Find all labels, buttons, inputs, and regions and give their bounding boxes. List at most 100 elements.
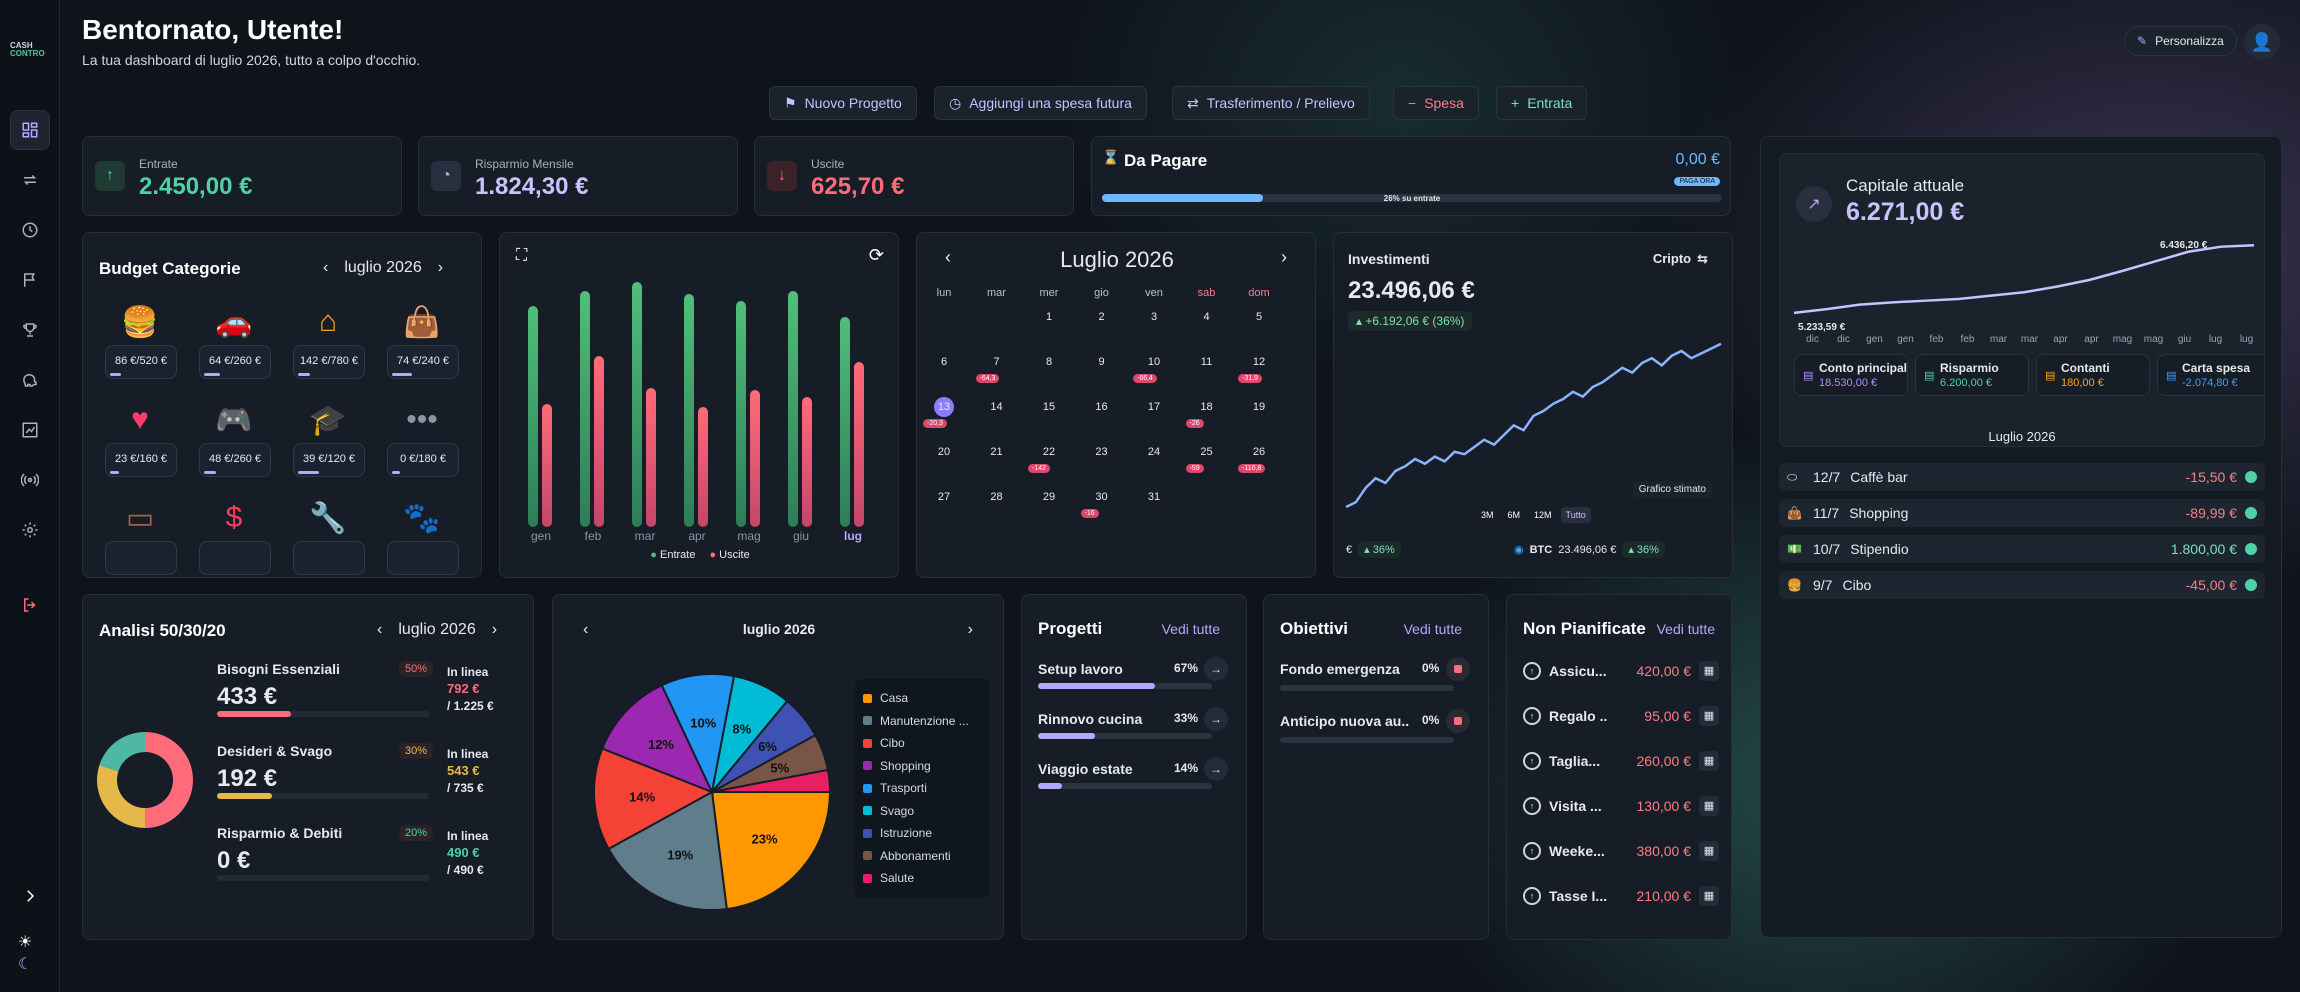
stop-icon[interactable]: [1446, 709, 1470, 733]
budget-item[interactable]: [199, 541, 271, 575]
chevron-right-icon[interactable]: ›: [967, 621, 973, 638]
calendar-day[interactable]: 10: [1147, 356, 1161, 368]
nav-dashboard[interactable]: [10, 110, 50, 150]
budget-item[interactable]: [293, 541, 365, 575]
expenses-card[interactable]: ↓ Uscite 625,70 €: [754, 136, 1074, 216]
nav-settings[interactable]: [10, 510, 50, 550]
calendar-day[interactable]: 4: [1203, 311, 1210, 323]
calendar-icon[interactable]: ▦: [1699, 751, 1719, 771]
budget-item[interactable]: 86 €/520 €: [105, 345, 177, 379]
bar-uscite[interactable]: [750, 390, 760, 527]
legend-item[interactable]: Salute: [863, 867, 981, 890]
chevron-left-icon[interactable]: ‹: [945, 247, 951, 267]
bar-entrate[interactable]: [840, 317, 850, 527]
legend-item[interactable]: Istruzione: [863, 822, 981, 845]
income-card[interactable]: ↑ Entrate 2.450,00 €: [82, 136, 402, 216]
expand-sidebar[interactable]: [10, 876, 50, 916]
nav-transactions[interactable]: [10, 160, 50, 200]
calendar-icon[interactable]: ▦: [1699, 841, 1719, 861]
calendar-day[interactable]: 6: [940, 356, 948, 368]
unplanned-row[interactable]: ↑ Tasse I... 210,00 € ▦: [1523, 880, 1723, 912]
nav-reports[interactable]: [10, 410, 50, 450]
calendar-day[interactable]: 25: [1200, 446, 1213, 458]
unplanned-see-all[interactable]: Vedi tutte: [1656, 621, 1715, 637]
income-button[interactable]: + Entrata: [1496, 86, 1588, 120]
arrow-right-icon[interactable]: →: [1204, 707, 1228, 731]
account-chip[interactable]: ▤ Contanti 180,00 €: [2036, 354, 2150, 396]
legend-item[interactable]: Casa: [863, 687, 981, 710]
budget-item[interactable]: 23 €/160 €: [105, 443, 177, 477]
calendar-day[interactable]: 30: [1095, 491, 1108, 503]
calendar-day[interactable]: 2: [1098, 311, 1105, 323]
account-chip[interactable]: ▤ Carta spesa -2.074,80 €: [2157, 354, 2264, 396]
asset-chip-eur[interactable]: € ▴ 36%: [1346, 541, 1401, 558]
calendar-day[interactable]: 7: [993, 356, 1000, 368]
transfer-button[interactable]: ⇄ Trasferimento / Prelievo: [1172, 86, 1370, 120]
saving-card[interactable]: ◔ Risparmio Mensile 1.824,30 €: [418, 136, 738, 216]
nav-goals[interactable]: [10, 310, 50, 350]
calendar-icon[interactable]: ▦: [1699, 706, 1719, 726]
calendar-day[interactable]: 27: [937, 491, 951, 503]
budget-item[interactable]: 142 €/780 €: [293, 345, 365, 379]
calendar-day[interactable]: 26: [1252, 446, 1266, 458]
bar-uscite[interactable]: [854, 361, 864, 527]
bar-entrate[interactable]: [788, 291, 798, 527]
calendar-day[interactable]: 13: [934, 397, 954, 417]
new-project-button[interactable]: ⚑ Nuovo Progetto: [769, 86, 917, 120]
calendar-day[interactable]: 19: [1252, 401, 1266, 413]
chevron-right-icon[interactable]: ›: [1281, 247, 1287, 267]
legend-item[interactable]: Shopping: [863, 755, 981, 778]
pay-now-badge[interactable]: PAGA ORA: [1674, 177, 1720, 186]
calendar-day[interactable]: 8: [1045, 356, 1053, 368]
transaction-row[interactable]: 🍔 9/7 Cibo -45,00 €: [1779, 571, 2265, 599]
bar-entrate[interactable]: [684, 294, 694, 527]
to-pay-card[interactable]: ⌛ Da Pagare 0,00 € PAGA ORA 26% su entra…: [1091, 136, 1731, 216]
future-expense-button[interactable]: ◷ Aggiungi una spesa futura: [934, 86, 1147, 120]
calendar-day[interactable]: 20: [937, 446, 951, 458]
calendar-day[interactable]: 23: [1095, 446, 1108, 458]
moon-icon[interactable]: ☾: [18, 956, 33, 973]
budget-item[interactable]: 74 €/240 €: [387, 345, 459, 379]
bar-uscite[interactable]: [542, 403, 552, 527]
calendar-day[interactable]: 22: [1042, 446, 1056, 458]
calendar-icon[interactable]: ▦: [1699, 886, 1719, 906]
bar-entrate[interactable]: [580, 291, 590, 527]
calendar-day[interactable]: 1: [1045, 311, 1053, 323]
expense-button[interactable]: − Spesa: [1393, 86, 1479, 120]
transaction-row[interactable]: ⬭ 12/7 Caffè bar -15,50 €: [1779, 463, 2265, 491]
legend-item[interactable]: Manutenzione ...: [863, 710, 981, 733]
bar-uscite[interactable]: [698, 406, 708, 527]
goals-see-all[interactable]: Vedi tutte: [1403, 621, 1462, 637]
nav-logout[interactable]: [10, 585, 50, 625]
transaction-row[interactable]: 💵 10/7 Stipendio 1.800,00 €: [1779, 535, 2265, 563]
budget-item[interactable]: 48 €/260 €: [199, 443, 271, 477]
expand-icon[interactable]: ⛶: [516, 247, 528, 264]
range-tab[interactable]: 3M: [1481, 510, 1494, 520]
calendar-day[interactable]: 24: [1147, 446, 1161, 458]
calendar-day[interactable]: 5: [1255, 311, 1263, 323]
chevron-left-icon[interactable]: ‹: [583, 621, 589, 638]
calendar-day[interactable]: 9: [1098, 356, 1105, 368]
crypto-toggle[interactable]: Cripto ⇆: [1652, 251, 1708, 266]
arrow-right-icon[interactable]: →: [1204, 657, 1228, 681]
bar-entrate[interactable]: [632, 281, 642, 527]
sun-icon[interactable]: ☀: [18, 934, 33, 951]
chevron-left-icon[interactable]: ‹: [377, 621, 383, 638]
nav-investments[interactable]: [10, 460, 50, 500]
legend-item[interactable]: Svago: [863, 800, 981, 823]
calendar-day[interactable]: 28: [990, 491, 1003, 503]
range-tab[interactable]: Tutto: [1560, 507, 1591, 523]
chevron-right-icon[interactable]: ›: [491, 621, 498, 638]
unplanned-row[interactable]: ↑ Visita ... 130,00 € ▦: [1523, 790, 1723, 822]
account-chip[interactable]: ▤ Risparmio 6.200,00 €: [1915, 354, 2029, 396]
account-chip[interactable]: ▤ Conto principale 18.530,00 €: [1794, 354, 1908, 396]
transaction-row[interactable]: 👜 11/7 Shopping -89,99 €: [1779, 499, 2265, 527]
chevron-left-icon[interactable]: ‹: [323, 259, 329, 276]
calendar-day[interactable]: 3: [1150, 311, 1158, 323]
calendar-day[interactable]: 15: [1042, 401, 1056, 413]
calendar-day[interactable]: 31: [1147, 491, 1161, 503]
nav-history[interactable]: [10, 210, 50, 250]
bar-uscite[interactable]: [646, 387, 656, 527]
budget-item[interactable]: 39 €/120 €: [293, 443, 365, 477]
calendar-day[interactable]: 29: [1042, 491, 1056, 503]
